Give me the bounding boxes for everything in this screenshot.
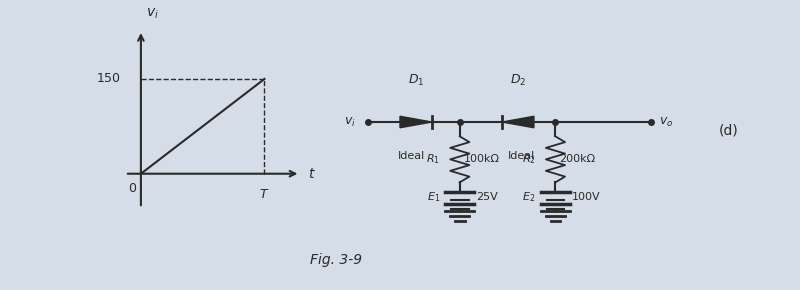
Polygon shape bbox=[400, 116, 432, 128]
Text: $R_2$: $R_2$ bbox=[522, 153, 535, 166]
Text: $T$: $T$ bbox=[259, 188, 270, 201]
Text: $v_i$: $v_i$ bbox=[344, 115, 356, 128]
Text: $150$: $150$ bbox=[96, 72, 121, 86]
Text: $E_1$: $E_1$ bbox=[426, 190, 440, 204]
Text: $v_i$: $v_i$ bbox=[146, 7, 159, 21]
Text: $E_2$: $E_2$ bbox=[522, 190, 535, 204]
Text: 200kΩ: 200kΩ bbox=[559, 154, 595, 164]
Text: $t$: $t$ bbox=[308, 167, 316, 181]
Text: $D_2$: $D_2$ bbox=[510, 72, 526, 88]
Text: $R_1$: $R_1$ bbox=[426, 153, 440, 166]
Text: $0$: $0$ bbox=[128, 182, 138, 195]
Text: 100V: 100V bbox=[571, 192, 600, 202]
Text: $v_o$: $v_o$ bbox=[659, 115, 674, 128]
Text: Ideal: Ideal bbox=[398, 151, 426, 161]
Text: $D_1$: $D_1$ bbox=[408, 72, 424, 88]
Text: Fig. 3-9: Fig. 3-9 bbox=[310, 253, 362, 267]
Text: (d): (d) bbox=[719, 124, 738, 138]
Text: 100kΩ: 100kΩ bbox=[464, 154, 500, 164]
Polygon shape bbox=[502, 116, 534, 128]
Text: Ideal: Ideal bbox=[508, 151, 536, 161]
Text: 25V: 25V bbox=[476, 192, 498, 202]
